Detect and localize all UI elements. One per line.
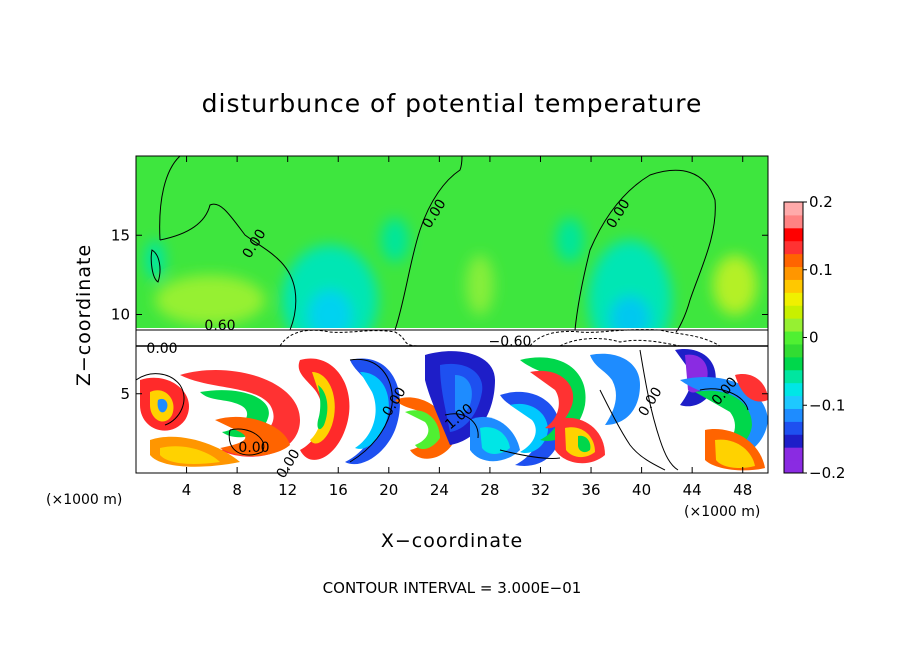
- contour-label: 0.00: [146, 341, 177, 357]
- colorbar-swatch: [784, 447, 803, 461]
- colorbar-swatch: [784, 266, 803, 280]
- x-tick-label: 20: [379, 481, 398, 499]
- colorbar-swatch: [784, 421, 803, 435]
- x-tick-label: 12: [278, 481, 297, 499]
- colorbar-swatch: [784, 331, 803, 345]
- upper-field-anomalies: [145, 218, 757, 360]
- colorbar-swatch: [784, 382, 803, 397]
- x-axis-label: X−coordinate: [381, 530, 523, 552]
- y-axis: 5 10 15: [111, 226, 768, 403]
- inversion-band: [136, 328, 768, 348]
- y-tick-label: 15: [111, 226, 130, 244]
- colorbar-swatch: [784, 279, 803, 293]
- colorbar-tick-label: −0.1: [809, 396, 845, 414]
- contour-lines: [136, 156, 768, 471]
- colorbar-swatch: [784, 240, 803, 255]
- y-tick-label: 10: [111, 306, 130, 324]
- colorbar-swatch: [784, 214, 803, 229]
- colorbar-swatch: [784, 305, 803, 319]
- x-unit-left: (×1000 m): [46, 492, 122, 508]
- colorbar-swatch: [784, 202, 803, 216]
- colorbar: 0.2 0.1 0 −0.1 −0.2: [783, 193, 845, 482]
- colorbar-swatch: [784, 408, 803, 422]
- x-tick-label: 48: [733, 481, 752, 499]
- x-tick-label: 28: [480, 481, 499, 499]
- colorbar-swatch: [784, 369, 803, 384]
- x-unit-right: (×1000 m): [684, 504, 760, 520]
- chart-title: disturbunce of potential temperature: [202, 89, 703, 118]
- colorbar-tick-label: 0: [809, 329, 819, 347]
- x-tick-label: 24: [430, 481, 449, 499]
- colorbar-swatch: [784, 460, 803, 474]
- x-tick-label: 44: [683, 481, 702, 499]
- colorbar-swatch: [784, 356, 803, 371]
- colorbar-swatch: [784, 227, 803, 242]
- colorbar-swatch: [784, 318, 803, 332]
- y-tick-label: 5: [120, 385, 130, 403]
- colorbar-tick-label: 0.2: [809, 193, 833, 211]
- x-axis: 4 8 12 16 20 24 28 32 36 40 44 48: [182, 156, 752, 499]
- colorbar-tick-label: −0.2: [809, 464, 845, 482]
- x-tick-label: 32: [531, 481, 550, 499]
- plot-area: [136, 156, 768, 473]
- x-tick-label: 8: [232, 481, 242, 499]
- x-tick-label: 4: [182, 481, 192, 499]
- contour-label: −0.60: [489, 334, 532, 350]
- contour-label: 0.60: [204, 318, 235, 334]
- x-tick-label: 36: [581, 481, 600, 499]
- colorbar-swatch: [784, 292, 803, 306]
- x-tick-label: 16: [329, 481, 348, 499]
- y-axis-label: Z−coordinate: [73, 244, 95, 386]
- colorbar-tick-label: 0.1: [809, 261, 833, 279]
- colorbar-swatch: [784, 253, 803, 268]
- colorbar-swatch: [784, 395, 803, 409]
- colorbar-swatch: [784, 434, 803, 448]
- contour-label: 0.00: [238, 440, 269, 456]
- colorbar-swatch: [784, 343, 803, 358]
- contour-interval-note: CONTOUR INTERVAL = 3.000E−01: [323, 579, 582, 597]
- x-tick-label: 40: [632, 481, 651, 499]
- lower-field-eddies: [140, 349, 768, 471]
